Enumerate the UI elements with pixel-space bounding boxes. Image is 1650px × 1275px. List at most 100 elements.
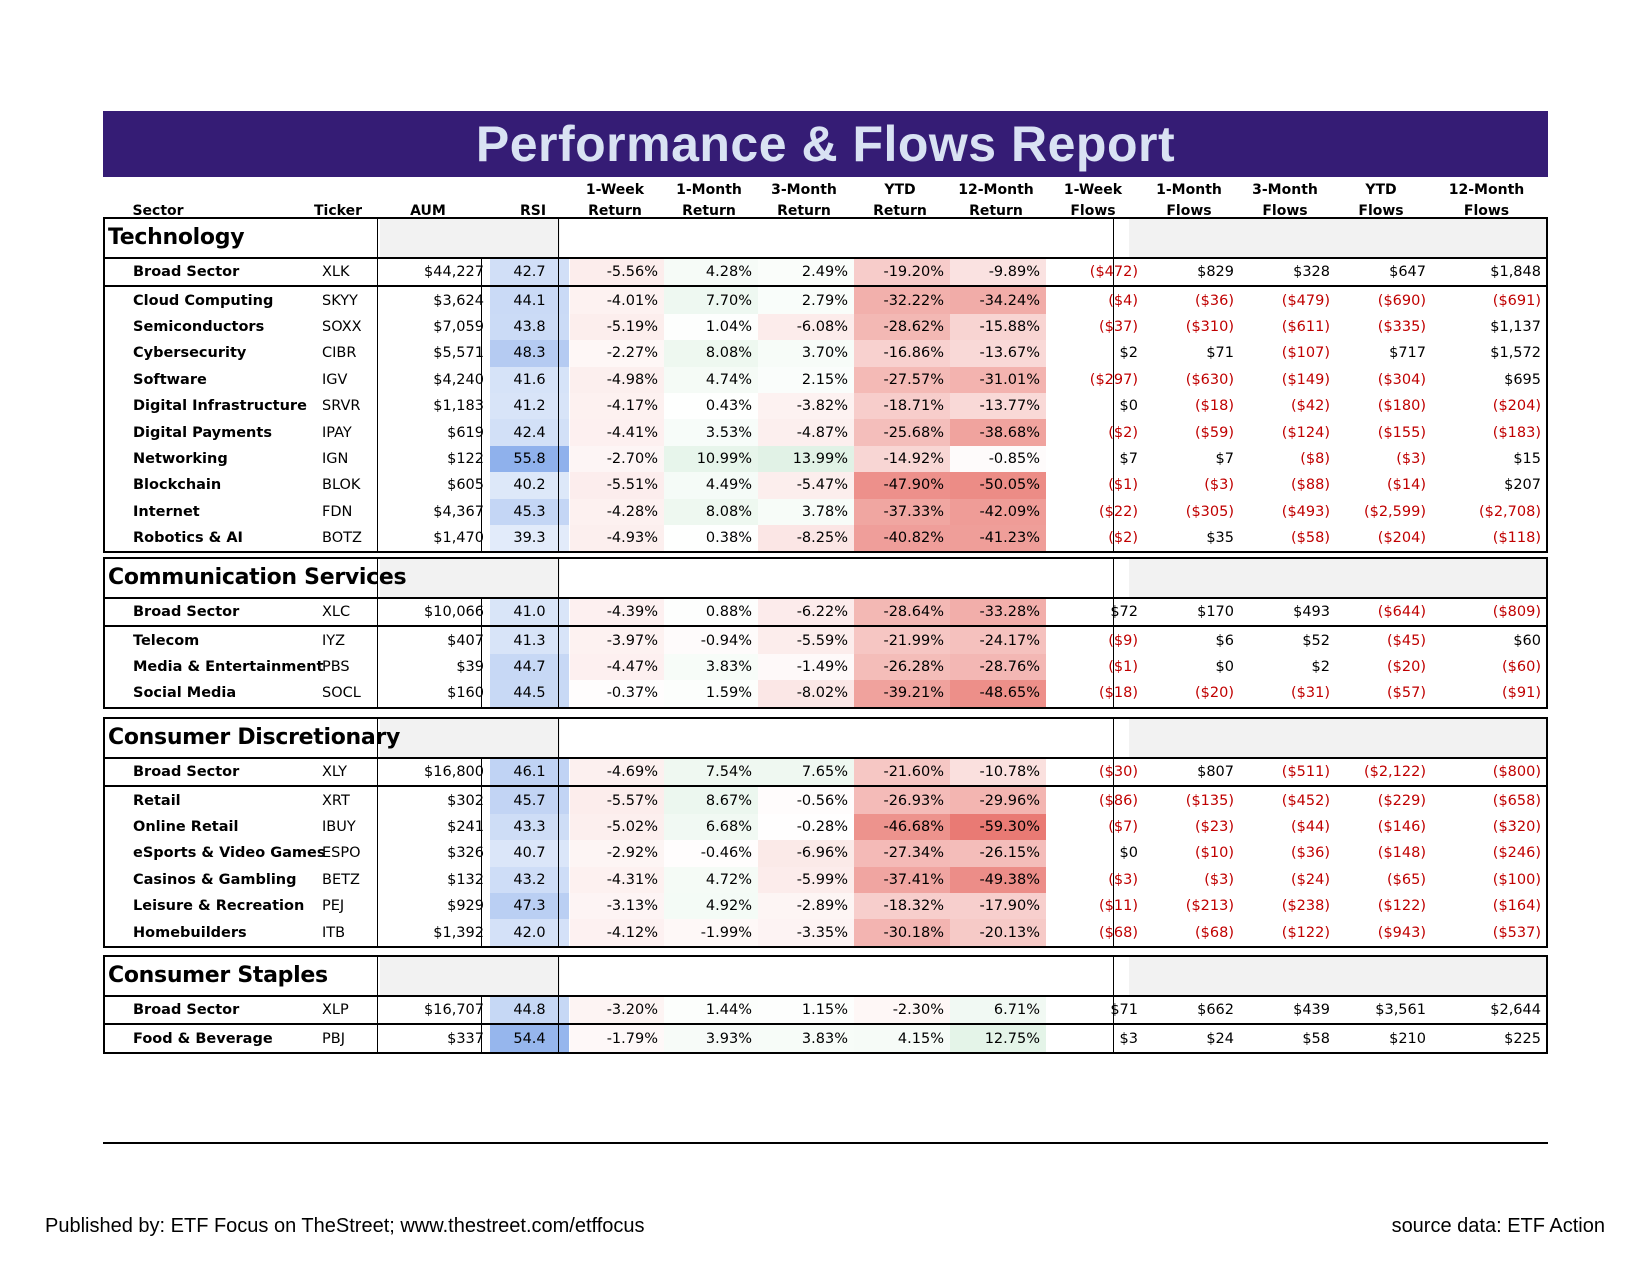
flow-value: ($155) xyxy=(1377,424,1426,441)
column-divider xyxy=(558,559,559,707)
aum-value: $929 xyxy=(447,898,484,915)
return-value: -0.85% xyxy=(950,445,1046,473)
return-value: -4.87% xyxy=(758,419,854,446)
ticker: PBS xyxy=(322,658,350,675)
column-header-line2: Return xyxy=(969,203,1023,219)
flow-value: ($691) xyxy=(1492,292,1541,309)
return-value: -17.90% xyxy=(950,892,1046,920)
flow-value: ($23) xyxy=(1195,818,1234,835)
flow-value: ($10) xyxy=(1195,845,1234,862)
return-value: -1.99% xyxy=(664,919,758,946)
rsi-value: 43.8 xyxy=(490,313,569,341)
flow-value: ($9) xyxy=(1108,632,1138,649)
section-header-shade xyxy=(380,957,560,995)
rsi-value: 40.2 xyxy=(490,472,569,499)
rsi-value: 45.7 xyxy=(490,787,569,814)
ticker: SOXX xyxy=(322,318,362,335)
footer-divider xyxy=(103,1142,1548,1144)
ticker: PBJ xyxy=(322,1030,345,1047)
flow-value: ($18) xyxy=(1099,685,1138,702)
flow-value: ($297) xyxy=(1047,367,1143,393)
sector-name: Software xyxy=(133,371,207,388)
flow-value: ($2,708) xyxy=(1478,503,1541,520)
flow-value: ($68) xyxy=(1099,924,1138,941)
return-value: -20.13% xyxy=(950,919,1046,946)
return-value: 3.83% xyxy=(664,653,758,681)
ticker: XLK xyxy=(322,264,350,281)
return-value: -46.68% xyxy=(854,813,950,841)
return-value: -5.57% xyxy=(570,787,664,814)
ticker: XLC xyxy=(322,604,351,621)
flow-value: $2,644 xyxy=(1490,1002,1541,1019)
column-header-line1: 3-Month xyxy=(1252,182,1318,198)
table-row: Broad Sector XLK $44,227 42.7 -5.56% 4.28% 2.4… xyxy=(105,259,1546,288)
return-value: -3.97% xyxy=(570,627,664,654)
flow-value: ($690) xyxy=(1377,292,1426,309)
ticker: IGV xyxy=(322,371,348,388)
flow-value: ($44) xyxy=(1291,818,1330,835)
return-value: -4.69% xyxy=(570,759,664,786)
return-value: -41.23% xyxy=(950,524,1046,552)
table-row: Social Media SOCL $160 44.5 -0.37% 1.59% -8.02… xyxy=(105,680,1546,707)
section-title: Consumer Staples xyxy=(108,963,328,988)
section-header: Consumer Staples xyxy=(105,957,1546,997)
return-value: -6.22% xyxy=(758,599,854,626)
column-divider xyxy=(377,219,378,552)
flow-value: $71 xyxy=(1206,345,1234,362)
return-value: -4.28% xyxy=(570,498,664,525)
aum-value: $5,571 xyxy=(433,345,484,362)
return-value: -3.13% xyxy=(570,892,664,920)
flow-value: ($1) xyxy=(1108,477,1138,494)
return-value: 0.43% xyxy=(664,392,758,420)
table-row: Telecom IYZ $407 41.3 -3.97% -0.94% -5.59% -21.… xyxy=(105,627,1546,654)
return-value: 7.65% xyxy=(758,759,854,786)
flow-value: ($100) xyxy=(1492,871,1541,888)
return-value: -13.67% xyxy=(950,340,1046,367)
aum-value: $16,800 xyxy=(424,764,484,781)
return-value: -16.86% xyxy=(854,340,950,367)
flow-value: $1,572 xyxy=(1490,345,1541,362)
flow-value: ($229) xyxy=(1377,792,1426,809)
table-row: Digital Payments IPAY $619 42.4 -4.41% 3.53% -… xyxy=(105,419,1546,446)
flow-value: ($180) xyxy=(1377,398,1426,415)
ticker: IYZ xyxy=(322,632,346,649)
section-header-shade xyxy=(1129,219,1546,257)
rsi-value: 48.3 xyxy=(490,340,569,367)
column-divider xyxy=(377,559,378,707)
return-value: -4.41% xyxy=(570,419,664,446)
sector-name: Broad Sector xyxy=(133,264,240,281)
table-row: Media & Entertainment PBS $39 44.7 -4.47% 3.8… xyxy=(105,653,1546,681)
return-value: 3.53% xyxy=(664,419,758,446)
flow-value: ($1) xyxy=(1108,658,1138,675)
flow-value: $647 xyxy=(1389,264,1426,281)
rsi-value: 39.3 xyxy=(490,524,569,552)
column-header-line2: RSI xyxy=(519,203,547,219)
column-header-line1: YTD xyxy=(1365,182,1397,198)
return-value: 1.44% xyxy=(664,997,758,1024)
return-value: -1.79% xyxy=(570,1025,664,1052)
aum-value: $44,227 xyxy=(424,264,484,281)
flow-value: ($135) xyxy=(1185,792,1234,809)
column-divider xyxy=(558,719,559,946)
flow-value: $58 xyxy=(1302,1030,1330,1047)
ticker: SRVR xyxy=(322,398,361,415)
sector-name: Semiconductors xyxy=(133,318,265,335)
flow-value: ($59) xyxy=(1195,424,1234,441)
flow-value: $3 xyxy=(1119,1030,1138,1047)
flow-value: ($68) xyxy=(1195,924,1234,941)
flow-value: $7 xyxy=(1215,450,1234,467)
table-row: Semiconductors SOXX $7,059 43.8 -5.19% 1.04% -… xyxy=(105,313,1546,341)
flow-value: ($20) xyxy=(1387,658,1426,675)
return-value: 1.15% xyxy=(758,997,854,1024)
return-value: 4.92% xyxy=(664,892,758,920)
column-header-line2: Flows xyxy=(1463,203,1510,219)
flow-value: ($809) xyxy=(1492,604,1541,621)
aum-value: $1,183 xyxy=(433,398,484,415)
flow-value: ($183) xyxy=(1492,424,1541,441)
flow-value: ($3) xyxy=(1204,477,1234,494)
flow-value: ($511) xyxy=(1281,764,1330,781)
return-value: -15.88% xyxy=(950,313,1046,341)
column-header-line1: 12-Month xyxy=(1448,182,1525,198)
return-value: 1.04% xyxy=(664,313,758,341)
return-value: -5.51% xyxy=(570,472,664,499)
